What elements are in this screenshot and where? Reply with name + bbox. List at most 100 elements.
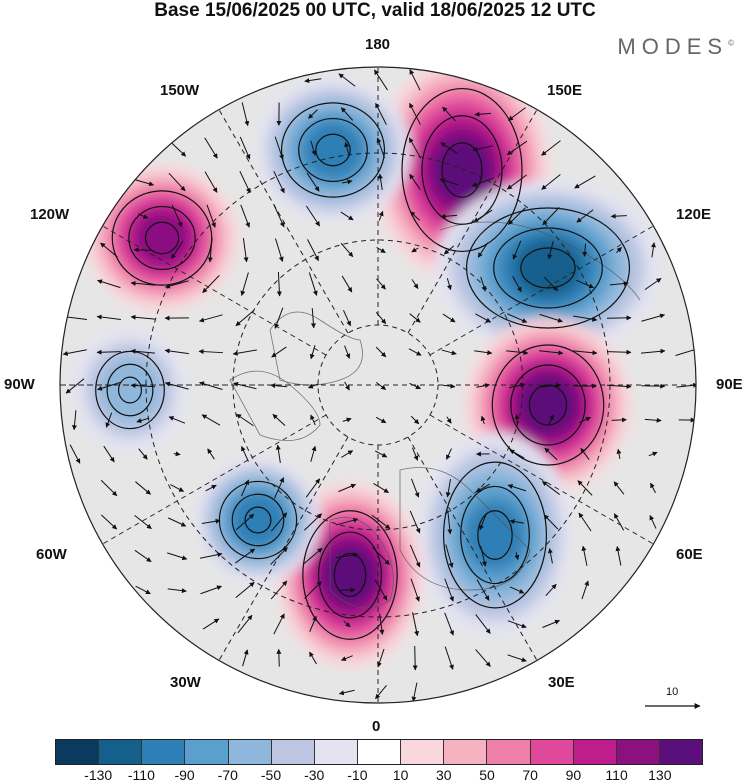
- wind-vector: [270, 547, 288, 565]
- wind-vector: [376, 278, 386, 290]
- wind-vector: [271, 346, 287, 358]
- wind-vector: [444, 612, 455, 636]
- polar-map: [59, 66, 697, 704]
- wind-vector: [130, 280, 155, 286]
- wind-vector: [72, 410, 77, 431]
- wind-vector: [506, 313, 528, 323]
- wind-vector: [473, 209, 493, 223]
- wind-vector: [307, 383, 318, 389]
- wind-vector: [303, 513, 323, 531]
- wind-vector: [509, 586, 525, 594]
- wind-vector: [447, 510, 453, 535]
- wind-vector: [445, 544, 454, 569]
- wind-vector: [581, 545, 588, 566]
- colorbar-tick-label: 110: [605, 767, 628, 783]
- brand-name: MODES: [617, 34, 729, 59]
- wind-vector: [506, 350, 529, 356]
- lon-label-150e: 150E: [547, 82, 583, 99]
- wind-vector: [472, 145, 494, 152]
- wind-vector: [236, 413, 254, 427]
- wind-vector: [270, 512, 288, 532]
- anomaly-shade: [324, 546, 376, 604]
- wind-vector: [242, 649, 249, 667]
- wind-vector: [650, 242, 656, 258]
- wind-vector: [335, 517, 359, 526]
- meridian-line: [429, 414, 654, 545]
- wind-vector: [582, 243, 588, 257]
- wind-vector: [310, 308, 316, 329]
- wind-vector: [164, 348, 189, 355]
- wind-vector: [310, 140, 317, 156]
- wind-vector: [580, 447, 590, 461]
- wind-vector: [514, 552, 520, 561]
- wind-vector: [411, 279, 419, 290]
- colorbar: [55, 739, 703, 765]
- wind-vector: [474, 350, 493, 356]
- wind-vector: [376, 137, 386, 159]
- wind-vector: [641, 348, 666, 354]
- wind-vector: [341, 450, 354, 458]
- wind-vector: [241, 479, 250, 497]
- wind-vector: [444, 578, 454, 602]
- anomaly-shade: [231, 493, 285, 547]
- wind-vector: [545, 583, 557, 597]
- lon-label-30e: 30E: [548, 674, 575, 691]
- colorbar-tick-label: 130: [648, 767, 672, 783]
- contour-line: [460, 485, 530, 585]
- wind-vector: [442, 106, 456, 122]
- colorbar-tick-label: 90: [565, 767, 582, 783]
- colorbar-bin: [530, 740, 574, 764]
- lon-label-90w: 90W: [4, 376, 35, 393]
- wind-vector: [307, 239, 319, 262]
- brand-mark: ©: [728, 38, 734, 48]
- lon-label-60e: 60E: [676, 546, 703, 563]
- wind-vector: [371, 514, 391, 530]
- lon-label-120e: 120E: [676, 206, 712, 223]
- wind-vector: [134, 549, 152, 563]
- wind-vector: [135, 481, 151, 495]
- wind-vector: [411, 478, 420, 498]
- wind-vector: [606, 383, 632, 389]
- wind-vector: [305, 478, 321, 498]
- wind-vector: [412, 612, 419, 637]
- wind-vector: [130, 314, 155, 320]
- wind-vector: [241, 102, 250, 127]
- colorbar-tick-label: -90: [174, 767, 195, 783]
- wind-vector: [206, 204, 216, 228]
- wind-vector: [308, 109, 318, 119]
- wind-vector: [270, 580, 288, 600]
- wind-vector: [338, 73, 356, 87]
- wind-vector: [273, 613, 285, 635]
- wind-vector: [276, 271, 282, 297]
- contour-line: [95, 350, 165, 430]
- wind-vector: [610, 213, 627, 219]
- map-title: Base 15/06/2025 00 UTC, valid 18/06/2025…: [154, 0, 596, 21]
- wind-vector: [409, 173, 421, 190]
- wind-vector: [475, 483, 491, 493]
- wind-vector: [306, 172, 320, 192]
- wind-vector: [96, 314, 121, 320]
- wind-vector: [343, 620, 351, 628]
- wind-vector: [309, 651, 317, 665]
- wind-vector: [232, 349, 257, 356]
- wind-vector: [204, 171, 218, 193]
- wind-vector: [649, 514, 657, 529]
- wind-vector: [241, 445, 249, 462]
- wind-vector: [576, 209, 594, 223]
- contour-line: [477, 510, 513, 560]
- contour-line: [528, 384, 568, 426]
- wind-vector: [378, 210, 384, 221]
- contour-line: [333, 552, 367, 598]
- wind-vector: [480, 545, 487, 567]
- wind-vector: [96, 349, 122, 355]
- wind-vector: [273, 477, 285, 499]
- colorbar-bin: [185, 740, 229, 764]
- wind-vector: [541, 140, 561, 156]
- colorbar-bin: [573, 740, 617, 764]
- wind-vector: [507, 620, 527, 629]
- wind-vector: [375, 346, 387, 358]
- colorbar-bin: [228, 740, 272, 764]
- contour-line: [317, 531, 383, 619]
- wind-vector: [543, 276, 559, 292]
- wind-vector: [471, 177, 494, 187]
